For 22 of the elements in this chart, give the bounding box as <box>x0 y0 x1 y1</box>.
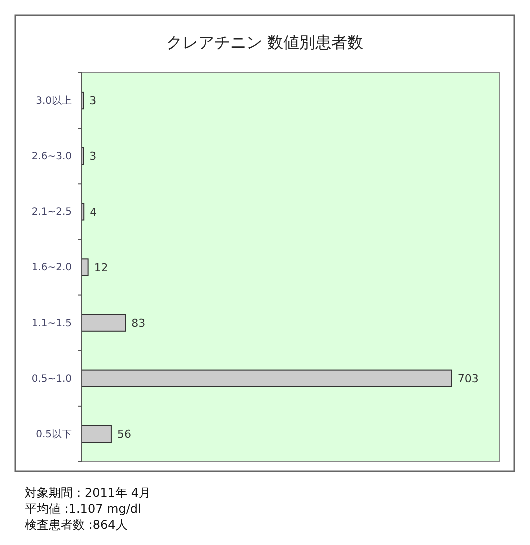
y-tick-label: 1.1~1.5 <box>32 318 72 330</box>
text: 平均値 :1.107 mg/dl <box>25 502 142 516</box>
data-label: 56 <box>117 428 132 442</box>
data-label: 4 <box>90 206 98 219</box>
data-label: 3 <box>90 150 97 164</box>
data-label: 703 <box>458 372 479 386</box>
text: 検査患者数 :864人 <box>25 518 128 532</box>
chart-title: クレアチニン 数値別患者数 <box>166 33 364 52</box>
data-label: 12 <box>94 261 108 274</box>
y-tick-label: 2.6~3.0 <box>32 152 72 163</box>
y-tick-label: 1.6~2.0 <box>32 262 72 274</box>
bar <box>82 425 112 444</box>
bar <box>82 314 126 332</box>
data-label: 3 <box>90 94 97 108</box>
y-tick-label: 0.5以下 <box>36 428 72 440</box>
text: 対象期間：2011年 4月 <box>25 486 151 500</box>
y-tick-label: 0.5~1.0 <box>32 374 72 385</box>
y-tick-label: 2.1~2.5 <box>32 207 72 218</box>
data-label: 83 <box>132 316 146 330</box>
y-tick-label: 3.0以上 <box>36 94 72 107</box>
bar <box>82 370 452 388</box>
bar <box>82 258 89 276</box>
